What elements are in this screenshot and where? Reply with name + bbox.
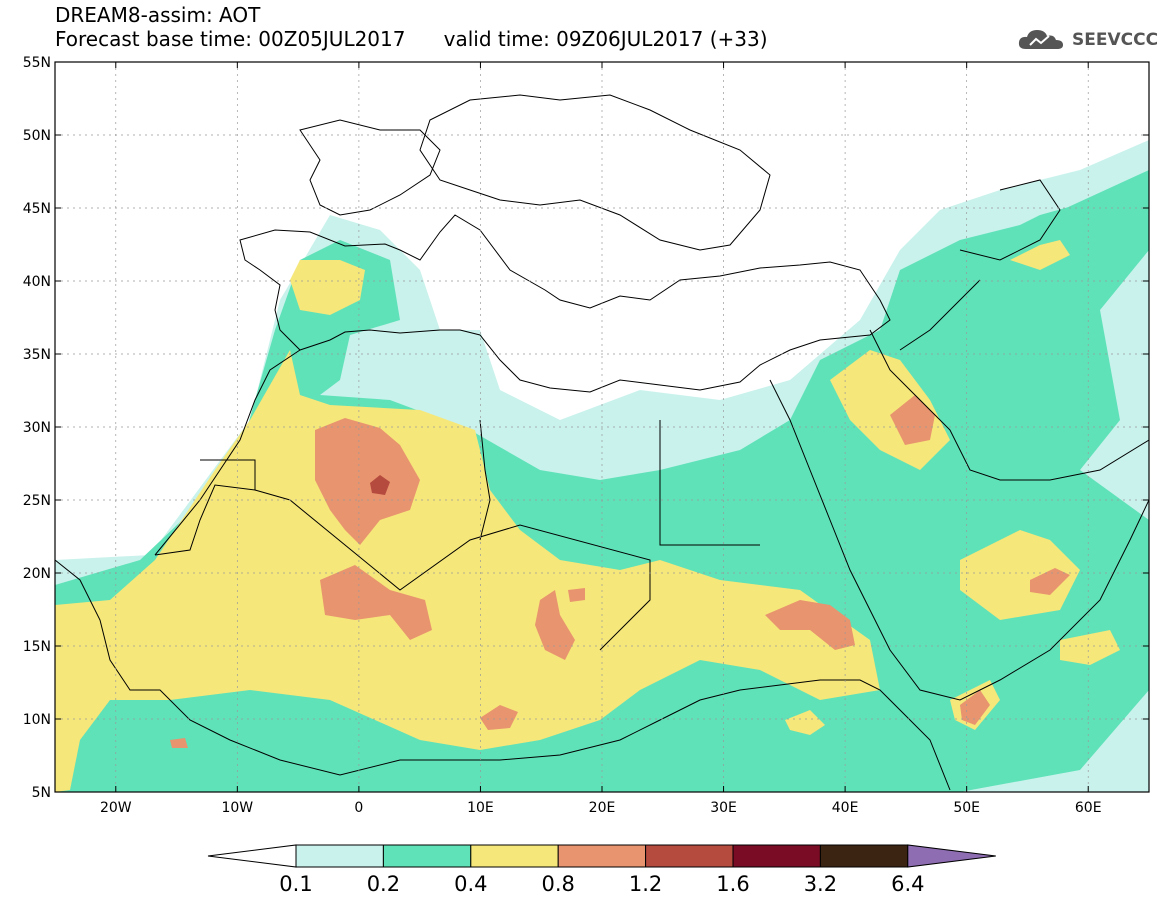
colorbar-label: 0.2: [367, 872, 400, 896]
lon-label: 50E: [953, 800, 980, 816]
lon-label: 20E: [589, 800, 616, 816]
forecast-time-line: Forecast base time: 00Z05JUL2017 valid t…: [55, 27, 768, 51]
lon-label: 20W: [100, 800, 132, 816]
map-title: DREAM8-assim: AOT: [55, 3, 261, 27]
colorbar-label: 0.4: [454, 872, 487, 896]
aot-level-0.8-1.2: [170, 395, 1070, 748]
lon-label: 30E: [710, 800, 737, 816]
colorbar-label: 1.2: [629, 872, 662, 896]
colorbar-label: 0.1: [279, 872, 312, 896]
colorbar-over-triangle: [907, 844, 996, 868]
lat-label: 45N: [23, 201, 51, 217]
colorbar-swatch: [295, 844, 384, 868]
colorbar-swatch: [732, 844, 821, 868]
lon-label: 10W: [221, 800, 253, 816]
aot-level-1.2-1.6: [370, 475, 390, 495]
lat-label: 40N: [23, 274, 51, 290]
cloud-icon: [1018, 30, 1063, 49]
lon-label: 40E: [832, 800, 859, 816]
gridlines: [55, 62, 1149, 792]
lat-label: 55N: [23, 55, 51, 71]
lat-label: 25N: [23, 493, 51, 509]
colorbar-label: 6.4: [891, 872, 924, 896]
colorbar-swatch: [557, 844, 647, 868]
colorbar-swatch: [645, 844, 734, 868]
lon-label: 10E: [467, 800, 494, 816]
logo-text: SEEVCCC: [1072, 30, 1159, 50]
lat-label: 35N: [23, 347, 51, 363]
colorbar: 0.1 0.2 0.4 0.8 1.2 1.6 3.2 6.4: [207, 844, 996, 896]
colorbar-label: 1.6: [716, 872, 749, 896]
longitude-axis: 20W 10W 0 10E 20E 30E 40E 50E 60E: [100, 62, 1102, 816]
lat-label: 50N: [23, 128, 51, 144]
lat-label: 5N: [32, 785, 51, 801]
lon-label: 60E: [1075, 800, 1102, 816]
colorbar-under-triangle: [207, 844, 297, 868]
lat-label: 15N: [23, 639, 51, 655]
lon-label: 0: [354, 800, 363, 816]
colorbar-label: 0.8: [541, 872, 574, 896]
colorbar-swatch: [470, 844, 559, 868]
lat-label: 30N: [23, 420, 51, 436]
latitude-axis: 55N 50N 45N 40N 35N 30N 25N 20N 15N 10N 5N: [23, 55, 1149, 801]
lat-label: 20N: [23, 566, 51, 582]
colorbar-swatch: [819, 844, 909, 868]
coastlines: [55, 94, 1149, 791]
seevccc-logo: SEEVCCC: [1016, 26, 1158, 54]
colorbar-label: 3.2: [804, 872, 837, 896]
colorbar-swatch: [382, 844, 472, 868]
lat-label: 10N: [23, 712, 51, 728]
